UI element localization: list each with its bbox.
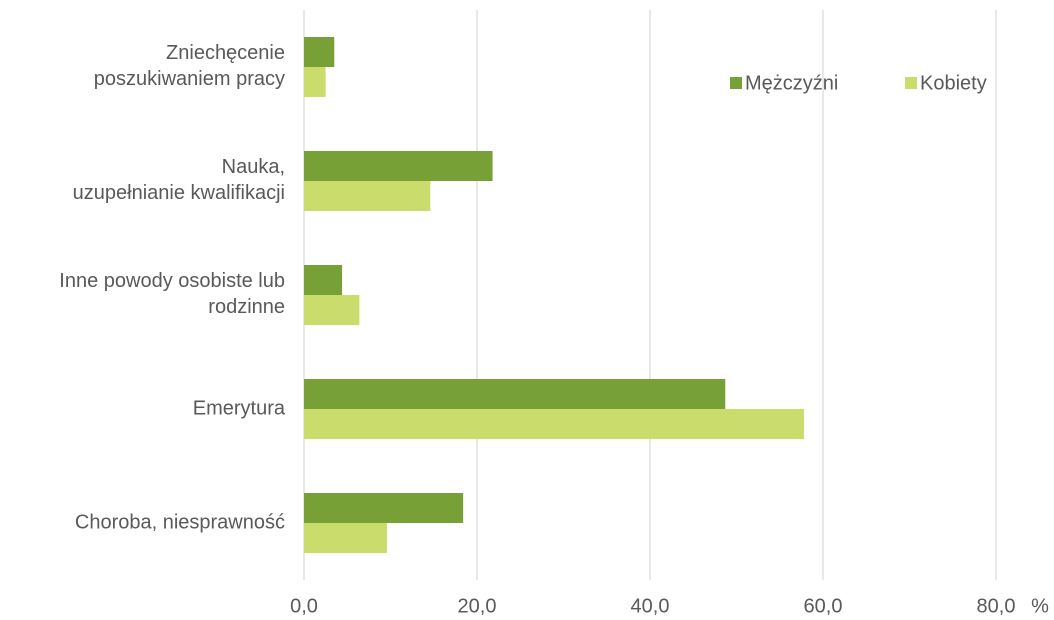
bar xyxy=(304,409,804,439)
y-tick-label: Nauka, uzupełnianie kwalifikacji xyxy=(73,156,285,204)
y-tick-label: Choroba, niesprawność xyxy=(75,511,285,533)
bar xyxy=(304,181,431,211)
x-tick-label: 60,0 xyxy=(804,595,843,617)
bar xyxy=(304,295,360,325)
x-tick-label: 40,0 xyxy=(631,595,670,617)
x-tick-label: 80,0 xyxy=(977,595,1016,617)
bar xyxy=(304,37,335,67)
legend-label: Mężczyźni xyxy=(745,72,838,94)
legend-swatch xyxy=(730,77,742,89)
bar xyxy=(304,493,464,523)
y-tick-label: Inne powody osobiste lub rodzinne xyxy=(59,270,285,318)
x-unit-label: % xyxy=(1031,595,1049,617)
bar xyxy=(304,67,326,97)
legend-label: Kobiety xyxy=(920,72,987,94)
y-tick-label: Zniechęcenie poszukiwaniem pracy xyxy=(94,42,285,90)
bar xyxy=(304,151,493,181)
x-tick-label: 20,0 xyxy=(458,595,497,617)
bar xyxy=(304,265,343,295)
y-tick-label: Emerytura xyxy=(193,397,286,419)
legend-swatch xyxy=(905,77,917,89)
bar xyxy=(304,379,726,409)
bar xyxy=(304,523,388,553)
x-tick-label: 0,0 xyxy=(290,595,318,617)
